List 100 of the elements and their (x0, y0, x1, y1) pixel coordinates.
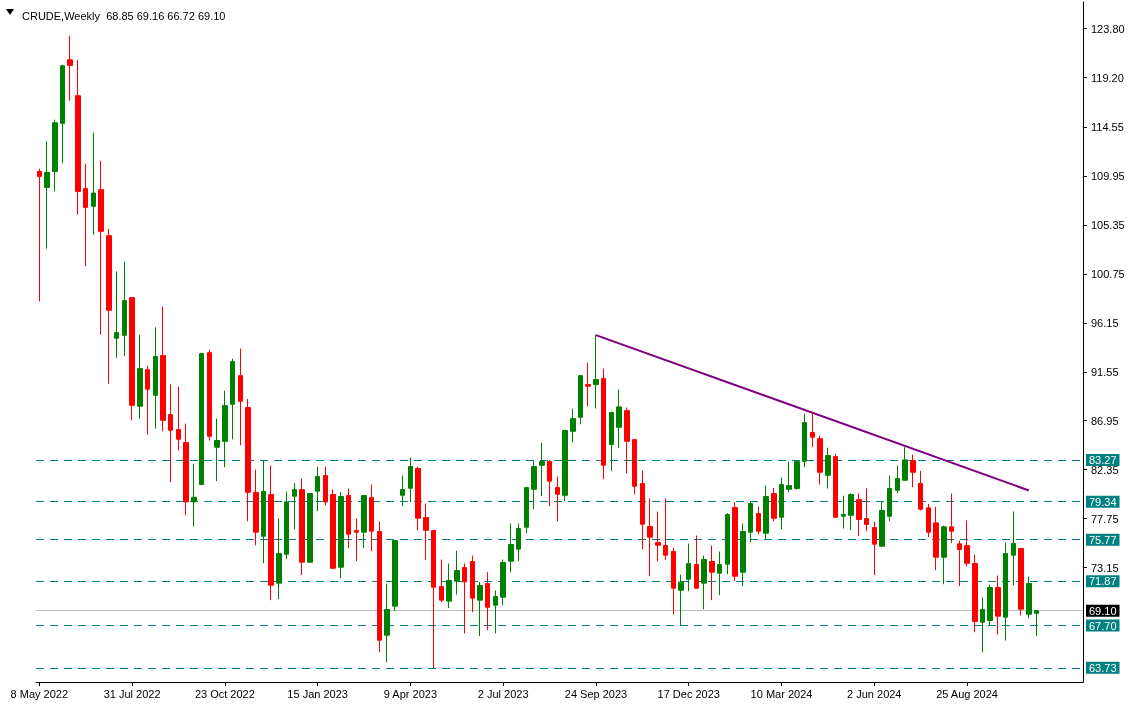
candlestick (585, 362, 591, 407)
candlestick (771, 487, 777, 522)
x-tick-label: 15 Jan 2023 (287, 687, 348, 700)
ref-line-label: 67.70 (1089, 619, 1117, 632)
candlestick (609, 411, 614, 472)
candlestick (756, 506, 761, 535)
candlestick (887, 475, 892, 522)
ref-line-label: 63.73 (1089, 661, 1117, 674)
candlestick (470, 555, 475, 613)
candlestick (508, 523, 514, 573)
candlestick (307, 493, 313, 564)
x-tick-label: 17 Dec 2023 (657, 687, 720, 700)
candlestick (493, 589, 498, 634)
candlestick (709, 545, 715, 601)
candlestick (253, 469, 259, 546)
candlestick (292, 482, 297, 530)
candlestick (485, 571, 490, 631)
candlestick (315, 466, 320, 512)
candlestick (902, 446, 908, 482)
candlestick (879, 501, 885, 548)
candlestick (524, 487, 529, 534)
candlestick (500, 559, 506, 606)
x-tick-label: 8 May 2022 (10, 687, 69, 700)
candlestick (895, 465, 900, 494)
candlestick (833, 453, 838, 519)
x-tick-label: 10 Mar 2024 (750, 687, 813, 700)
candlestick (825, 447, 831, 490)
candlestick (145, 365, 150, 436)
candlestick (640, 470, 645, 550)
candlestick (183, 423, 189, 516)
candlestick (44, 140, 50, 250)
candlestick (431, 529, 436, 669)
candlestick (671, 547, 676, 615)
candlestick (926, 503, 931, 538)
candlestick (802, 413, 807, 468)
candlestick (168, 384, 173, 483)
candlestick (153, 326, 158, 430)
candlestick (408, 457, 413, 503)
candlestick (616, 389, 622, 449)
candlestick (106, 228, 112, 385)
candlestick (663, 498, 668, 561)
candlestick (601, 368, 606, 480)
candlestick (330, 489, 336, 570)
candlestick (37, 168, 42, 302)
candlestick (1003, 541, 1008, 641)
candlestick (748, 501, 753, 543)
candlestick (810, 411, 815, 448)
y-tick-label: 96.15 (1091, 316, 1119, 329)
candlestick (694, 535, 699, 589)
candlestick (199, 353, 204, 486)
candlestick (60, 64, 65, 164)
candlestick (361, 495, 367, 549)
y-tick-label: 100.75 (1091, 267, 1125, 280)
candlestick (539, 442, 545, 497)
candlestick (75, 59, 81, 216)
candlestick (1026, 576, 1032, 619)
candlestick (717, 551, 722, 596)
candlestick (987, 584, 993, 627)
candlestick (230, 358, 235, 440)
candlestick (369, 484, 374, 552)
candlestick (160, 306, 166, 432)
candlestick (1034, 609, 1039, 637)
candlestick (129, 296, 135, 421)
candlestick (686, 543, 691, 592)
y-tick-label: 114.55 (1091, 121, 1124, 134)
y-tick-label: 109.95 (1091, 169, 1125, 182)
candlestick (122, 261, 127, 357)
y-tick-label: 91.55 (1091, 365, 1119, 378)
candlestick (176, 386, 181, 452)
candlestick (632, 439, 637, 495)
candlestick (377, 521, 382, 653)
candlestick (980, 597, 985, 653)
candlestick (562, 430, 568, 502)
x-tick-label: 2 Jul 2023 (477, 687, 529, 700)
candlestick (83, 163, 88, 267)
candlestick (137, 334, 143, 420)
candlestick (423, 503, 429, 561)
ref-line-label: 71.87 (1089, 575, 1117, 588)
y-tick-label: 86.95 (1091, 414, 1119, 427)
candlestick (214, 418, 220, 482)
candlestick (864, 488, 869, 532)
candlestick (593, 334, 599, 410)
candlestick (964, 520, 970, 567)
y-tick-label: 82.35 (1091, 463, 1119, 476)
candlestick (323, 466, 328, 506)
ref-line-label: 75.77 (1089, 533, 1117, 546)
x-tick-label: 24 Sep 2023 (564, 687, 628, 700)
candlestick (872, 521, 877, 576)
candlestick (284, 491, 289, 560)
candlestick (578, 375, 583, 425)
candlestick (338, 491, 344, 579)
candlestick (910, 454, 916, 488)
candlestick (114, 270, 119, 359)
x-tick-label: 25 Aug 2024 (936, 687, 998, 700)
candlestick (245, 398, 251, 522)
y-tick-label: 123.80 (1091, 22, 1125, 35)
candlestick (415, 466, 421, 531)
candlestick (299, 478, 305, 576)
candlestick (446, 563, 452, 609)
candlestick (531, 459, 537, 510)
